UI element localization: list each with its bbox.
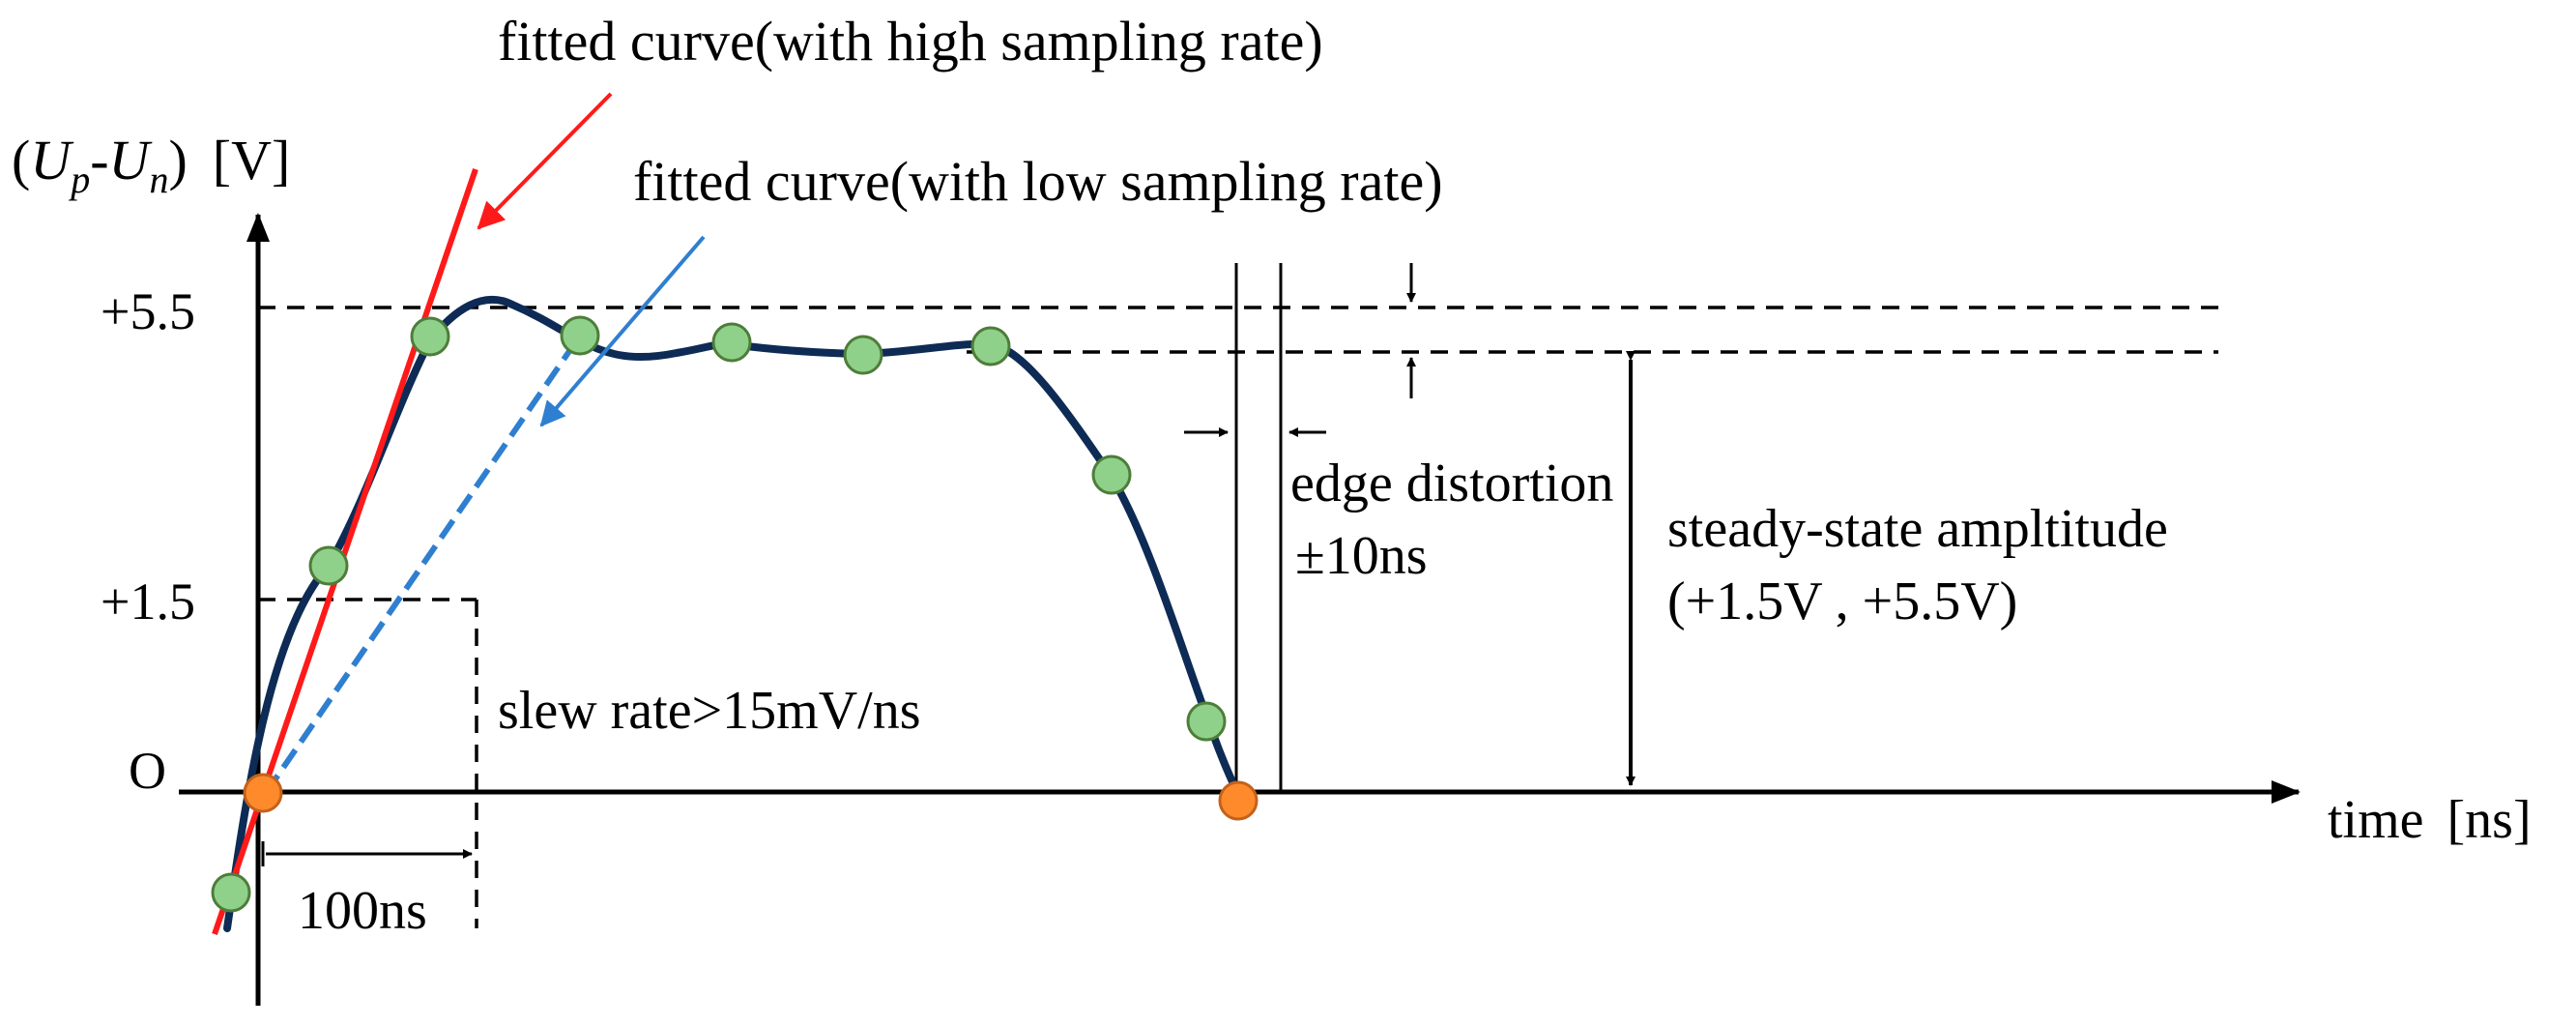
tick-label-1-5: +1.5: [101, 572, 195, 630]
tick-label-5-5: +5.5: [101, 282, 195, 340]
blue-pointer-arrow-icon: [539, 235, 706, 427]
sample-point-6: [843, 335, 883, 375]
edge-distortion-value: ±10ns: [1295, 526, 1428, 586]
sample-point-3: [410, 316, 450, 357]
sample-point-9: [1186, 701, 1227, 742]
x-axis-label: time [ns]: [2328, 790, 2532, 850]
origin-label: O: [129, 742, 166, 800]
low-rate-label: fitted curve(with low sampling rate): [633, 150, 1443, 213]
red-pointer-arrow-icon: [477, 92, 613, 230]
sample-point-5: [711, 322, 752, 363]
falling-edge-point: [1218, 780, 1259, 821]
origin-point: [243, 773, 283, 813]
edge-distortion-label: edge distortion: [1290, 454, 1613, 513]
sample-point-2: [308, 545, 349, 586]
sample-point-7: [970, 326, 1011, 366]
slew-rate-label: slew rate>15mV/ns: [498, 681, 921, 741]
steady-state-label: steady-state ampltitude: [1667, 499, 2168, 559]
y-axis-label: (Up-Un) [V]: [12, 129, 290, 201]
sample-point-1: [211, 872, 251, 913]
interval-label: 100ns: [298, 881, 427, 941]
sample-point-4: [560, 315, 600, 356]
high-rate-fit-line: [212, 168, 478, 935]
high-rate-label: fitted curve(with high sampling rate): [498, 10, 1323, 73]
sample-point-8: [1091, 454, 1132, 495]
steady-state-range: (+1.5V , +5.5V): [1667, 572, 2017, 631]
signal-curve: [223, 296, 1242, 932]
